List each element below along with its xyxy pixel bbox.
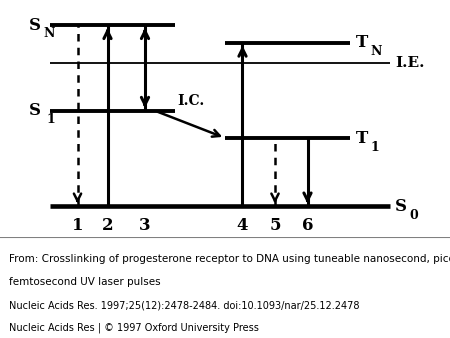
Text: 5: 5 (269, 217, 281, 234)
Text: S: S (395, 198, 407, 215)
Text: femtosecond UV laser pulses: femtosecond UV laser pulses (9, 277, 161, 287)
Text: Nucleic Acids Res | © 1997 Oxford University Press: Nucleic Acids Res | © 1997 Oxford Univer… (9, 322, 259, 333)
Text: T: T (356, 130, 368, 147)
Text: S: S (29, 102, 41, 119)
Text: From: Crosslinking of progesterone receptor to DNA using tuneable nanosecond, pi: From: Crosslinking of progesterone recep… (9, 254, 450, 264)
Text: 1: 1 (72, 217, 83, 234)
Text: 6: 6 (302, 217, 313, 234)
Text: T: T (356, 34, 368, 51)
Text: 3: 3 (139, 217, 151, 234)
Text: I.E.: I.E. (395, 56, 424, 70)
Text: 1: 1 (46, 113, 55, 126)
Text: N: N (44, 27, 55, 41)
Text: S: S (29, 17, 41, 34)
Text: 4: 4 (237, 217, 248, 234)
Text: Nucleic Acids Res. 1997;25(12):2478-2484. doi:10.1093/nar/25.12.2478: Nucleic Acids Res. 1997;25(12):2478-2484… (9, 300, 360, 311)
Text: 1: 1 (370, 141, 379, 154)
Text: I.C.: I.C. (177, 94, 205, 108)
Text: 2: 2 (102, 217, 113, 234)
Text: 0: 0 (409, 209, 418, 222)
Text: N: N (370, 45, 382, 58)
